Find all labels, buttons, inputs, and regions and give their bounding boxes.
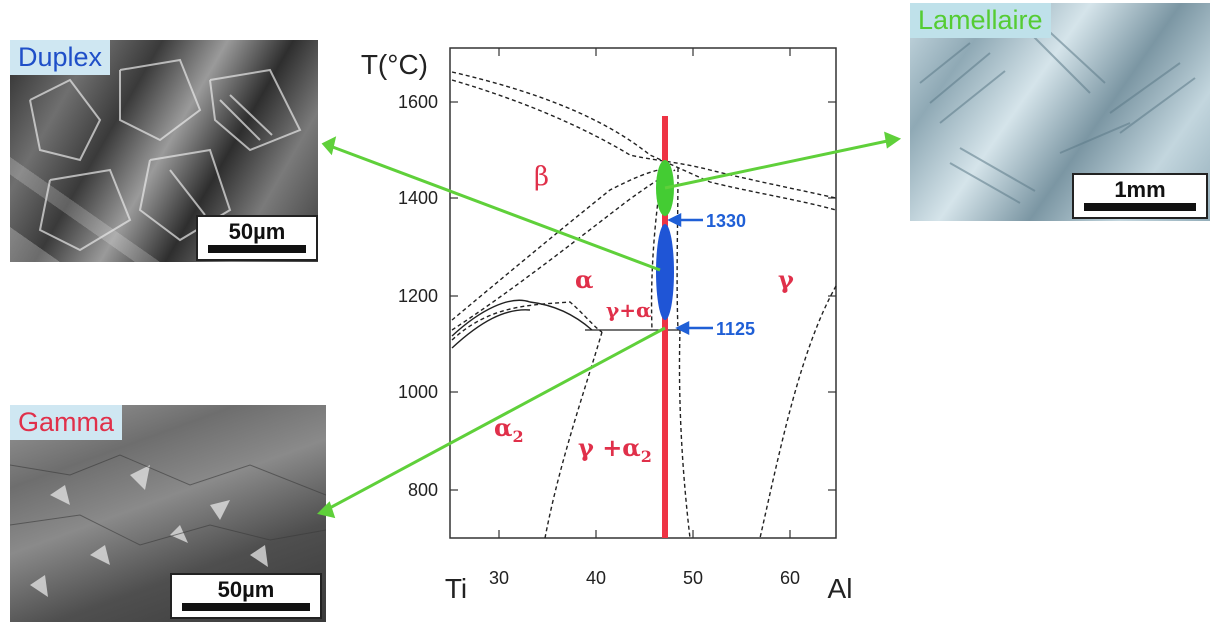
phase-alpha: α (575, 265, 593, 294)
x-tick-50: 50 (683, 568, 703, 588)
gamma-scalebar: 50µm (170, 573, 322, 619)
phase-gamma-alpha2-main: γ +α (578, 433, 641, 462)
x-tick-60: 60 (780, 568, 800, 588)
lamellaire-scale-bar (1084, 203, 1196, 211)
alpha2-boundary (451, 299, 593, 337)
lamellaire-zone-ellipse (656, 160, 674, 216)
x-tick-40: 40 (586, 568, 606, 588)
lamellaire-label: Lamellaire (910, 3, 1051, 38)
arrow-lamellaire-head (884, 131, 902, 149)
phase-gamma: γ (778, 265, 794, 294)
duplex-scalebar: 50µm (196, 215, 318, 261)
x-label-al: Al (828, 573, 853, 604)
ti-al-phase-diagram: 1600 1400 1200 1000 800 T(°C) 30 40 50 6… (361, 47, 853, 604)
phase-alpha2-main: α (494, 413, 512, 442)
y-tick-1200: 1200 (398, 286, 438, 306)
x-label-ti: Ti (445, 573, 467, 604)
phase-alpha2-sub: 2 (512, 427, 523, 446)
duplex-scale-bar (208, 245, 306, 253)
lamellaire-micrograph: Lamellaire 1mm (910, 3, 1210, 221)
x-tick-marks (498, 48, 791, 538)
duplex-zone-ellipse (656, 224, 674, 320)
y-tick-1600: 1600 (398, 92, 438, 112)
duplex-label: Duplex (10, 40, 111, 75)
phase-gamma-alpha: γ+α (606, 298, 651, 322)
y-tick-800: 800 (408, 480, 438, 500)
lamellaire-texture (919, 22, 1196, 204)
y-axis-label: T(°C) (361, 49, 428, 80)
duplex-micrograph: Duplex 50µm (10, 40, 318, 262)
y-tick-1000: 1000 (398, 382, 438, 402)
duplex-scale-text: 50µm (228, 219, 286, 244)
gamma-scale-text: 50µm (217, 577, 275, 602)
lamellaire-scalebar: 1mm (1072, 173, 1208, 219)
temp-1125: 1125 (716, 319, 755, 339)
phase-beta: β (534, 162, 549, 192)
x-tick-30: 30 (489, 568, 509, 588)
gamma-micrograph: Gamma 50µm (10, 405, 326, 622)
gamma-texture (10, 454, 326, 597)
gamma-scale-bar (182, 603, 310, 611)
phase-gamma-alpha2-sub: 2 (641, 447, 652, 466)
lamellaire-scale-text: 1mm (1114, 177, 1166, 202)
temp-1330: 1330 (706, 211, 746, 231)
temp-arrows (667, 212, 713, 336)
y-tick-1400: 1400 (398, 188, 438, 208)
gamma-label: Gamma (10, 405, 123, 440)
